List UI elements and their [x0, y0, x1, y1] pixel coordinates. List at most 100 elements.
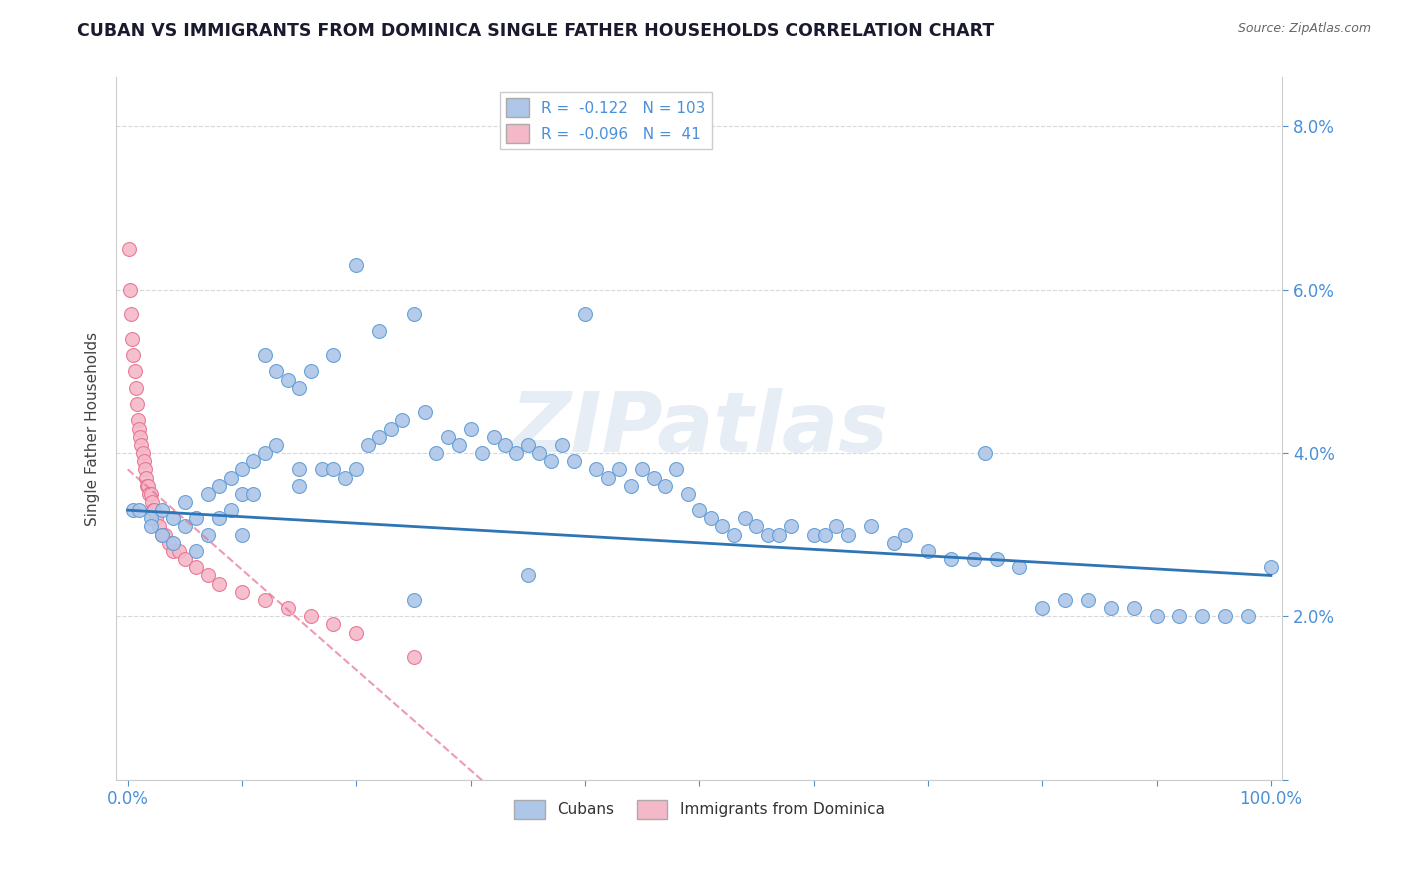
- Point: [208, 478, 231, 492]
- Point: [1099, 601, 1122, 615]
- Point: [344, 625, 367, 640]
- Point: [723, 527, 745, 541]
- Point: [837, 527, 859, 541]
- Point: [253, 593, 276, 607]
- Text: CUBAN VS IMMIGRANTS FROM DOMINICA SINGLE FATHER HOUSEHOLDS CORRELATION CHART: CUBAN VS IMMIGRANTS FROM DOMINICA SINGLE…: [77, 22, 994, 40]
- Point: [219, 503, 242, 517]
- Point: [288, 462, 311, 476]
- Point: [129, 430, 152, 444]
- Point: [150, 527, 173, 541]
- Point: [494, 438, 516, 452]
- Point: [173, 552, 195, 566]
- Point: [505, 446, 527, 460]
- Point: [145, 511, 167, 525]
- Point: [322, 617, 344, 632]
- Point: [425, 446, 447, 460]
- Point: [118, 283, 141, 297]
- Point: [288, 478, 311, 492]
- Point: [391, 413, 413, 427]
- Point: [631, 462, 654, 476]
- Point: [150, 527, 173, 541]
- Point: [402, 307, 425, 321]
- Point: [128, 421, 150, 435]
- Point: [173, 495, 195, 509]
- Point: [197, 568, 219, 582]
- Point: [139, 519, 162, 533]
- Point: [939, 552, 962, 566]
- Point: [322, 462, 344, 476]
- Point: [208, 511, 231, 525]
- Point: [139, 511, 162, 525]
- Point: [825, 519, 848, 533]
- Point: [516, 568, 538, 582]
- Point: [676, 487, 699, 501]
- Text: ZIPatlas: ZIPatlas: [510, 388, 889, 469]
- Point: [402, 650, 425, 665]
- Point: [131, 438, 153, 452]
- Point: [134, 462, 156, 476]
- Point: [155, 527, 177, 541]
- Point: [231, 462, 253, 476]
- Point: [242, 454, 264, 468]
- Point: [242, 487, 264, 501]
- Point: [197, 527, 219, 541]
- Point: [231, 487, 253, 501]
- Point: [231, 584, 253, 599]
- Point: [136, 478, 159, 492]
- Point: [219, 470, 242, 484]
- Point: [917, 544, 939, 558]
- Point: [139, 487, 162, 501]
- Point: [135, 470, 157, 484]
- Point: [311, 462, 333, 476]
- Point: [596, 470, 619, 484]
- Point: [894, 527, 917, 541]
- Point: [574, 307, 596, 321]
- Point: [132, 454, 155, 468]
- Point: [150, 503, 173, 517]
- Point: [344, 462, 367, 476]
- Point: [142, 503, 165, 517]
- Point: [859, 519, 882, 533]
- Point: [277, 372, 299, 386]
- Point: [299, 609, 322, 624]
- Point: [368, 324, 391, 338]
- Point: [138, 487, 160, 501]
- Y-axis label: Single Father Households: Single Father Households: [86, 332, 100, 525]
- Point: [253, 348, 276, 362]
- Point: [734, 511, 756, 525]
- Point: [460, 421, 482, 435]
- Point: [173, 519, 195, 533]
- Point: [711, 519, 734, 533]
- Point: [122, 348, 145, 362]
- Point: [620, 478, 643, 492]
- Point: [745, 519, 768, 533]
- Point: [768, 527, 790, 541]
- Point: [779, 519, 801, 533]
- Point: [963, 552, 986, 566]
- Point: [120, 307, 142, 321]
- Point: [665, 462, 688, 476]
- Point: [322, 348, 344, 362]
- Point: [344, 258, 367, 272]
- Point: [471, 446, 494, 460]
- Point: [402, 593, 425, 607]
- Point: [186, 511, 208, 525]
- Point: [562, 454, 585, 468]
- Point: [186, 560, 208, 574]
- Point: [121, 332, 143, 346]
- Point: [136, 478, 159, 492]
- Point: [186, 544, 208, 558]
- Point: [607, 462, 630, 476]
- Point: [413, 405, 436, 419]
- Point: [1237, 609, 1260, 624]
- Point: [643, 470, 665, 484]
- Point: [1168, 609, 1191, 624]
- Point: [162, 511, 184, 525]
- Point: [986, 552, 1008, 566]
- Point: [1122, 601, 1144, 615]
- Point: [277, 601, 299, 615]
- Point: [299, 364, 322, 378]
- Point: [482, 430, 505, 444]
- Point: [157, 536, 180, 550]
- Point: [1213, 609, 1236, 624]
